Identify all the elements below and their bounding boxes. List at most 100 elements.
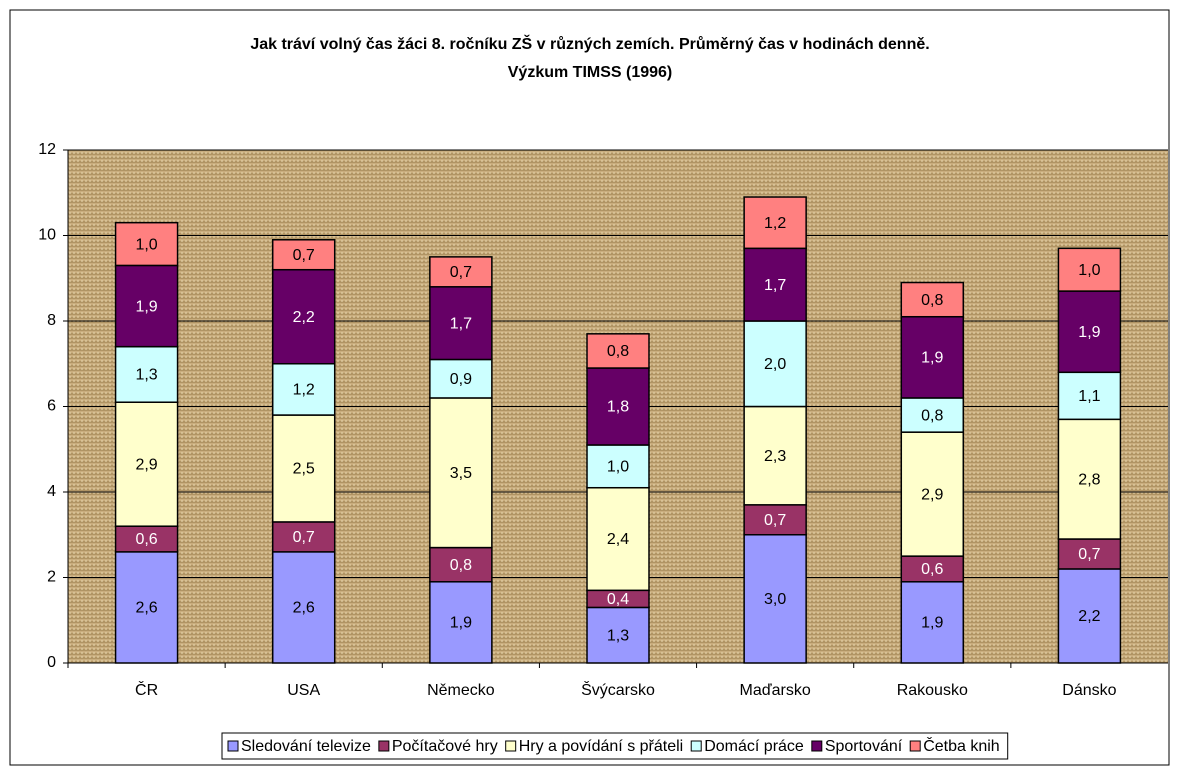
data-label: 0,4: [607, 591, 629, 608]
data-label: 2,6: [293, 600, 315, 617]
bar-segment: [114, 551, 179, 664]
data-label: 1,9: [921, 350, 943, 367]
x-tick-label: Maďarsko: [740, 682, 811, 699]
data-label: 1,7: [450, 315, 472, 332]
legend-swatch: [378, 740, 390, 752]
bar-segment: [900, 397, 965, 433]
bar-segment: [586, 333, 650, 369]
bar-segment: [271, 551, 336, 664]
data-label: 2,2: [1078, 608, 1100, 625]
legend-box: [221, 732, 1009, 760]
x-tick-label: USA: [287, 682, 320, 699]
data-label: 1,9: [450, 615, 472, 632]
legend-label: Sledování televize: [241, 738, 371, 755]
data-label: 2,9: [135, 456, 157, 473]
data-label: 0,8: [921, 292, 943, 309]
data-label: 2,8: [1078, 471, 1100, 488]
bar-segment: [429, 256, 493, 288]
legend-swatch: [227, 740, 239, 752]
bar-segment: [900, 431, 965, 557]
bar-segment: [271, 363, 336, 416]
bar-segment: [1057, 371, 1122, 421]
bar-segment: [586, 486, 650, 592]
data-label: 0,7: [293, 529, 315, 546]
data-label: 1,2: [293, 382, 315, 399]
bar-segment: [271, 414, 336, 523]
bar-segment: [743, 196, 807, 250]
bar-segment: [1057, 418, 1122, 540]
bar-segment: [900, 281, 965, 318]
data-label: 1,7: [764, 277, 786, 294]
y-tick-label: 6: [47, 398, 56, 415]
bar-segment: [900, 315, 965, 399]
legend-swatch: [811, 740, 823, 752]
legend-swatch: [909, 740, 921, 752]
data-label: 0,9: [450, 371, 472, 388]
bar-segment: [114, 525, 179, 553]
bar-segment: [429, 397, 493, 549]
data-label: 0,8: [450, 557, 472, 574]
bar-segment: [271, 239, 336, 271]
data-label: 1,9: [135, 298, 157, 315]
data-label: 2,9: [921, 486, 943, 503]
x-tick-label: Švýcarsko: [581, 680, 655, 699]
y-tick-label: 8: [47, 312, 56, 329]
data-label: 1,0: [607, 459, 629, 476]
data-label: 2,6: [135, 600, 157, 617]
data-label: 1,3: [135, 367, 157, 384]
bar-segment: [429, 581, 493, 664]
chart-subtitle: Výzkum TIMSS (1996): [508, 64, 673, 81]
x-tick-label: Německo: [427, 682, 495, 699]
bar-segment: [429, 286, 493, 361]
data-label: 0,7: [293, 247, 315, 264]
y-tick-label: 10: [38, 227, 56, 244]
bar-segment: [114, 221, 179, 267]
bar-segment: [586, 367, 650, 446]
legend-label: Sportování: [825, 738, 903, 755]
data-label: 1,3: [607, 627, 629, 644]
data-label: 0,8: [921, 407, 943, 424]
x-tick-label: ČR: [135, 680, 158, 699]
y-tick-label: 0: [47, 654, 56, 671]
x-tick-label: Dánsko: [1062, 682, 1116, 699]
data-label: 0,6: [135, 531, 157, 548]
y-tick-label: 12: [38, 141, 56, 158]
data-label: 2,3: [764, 448, 786, 465]
bar-segment: [743, 247, 807, 322]
legend-label: Domácí práce: [704, 738, 804, 755]
data-label: 1,9: [921, 615, 943, 632]
data-label: 1,9: [1078, 324, 1100, 341]
data-label: 1,0: [1078, 262, 1100, 279]
y-tick-label: 2: [47, 569, 56, 586]
data-label: 1,2: [764, 215, 786, 232]
data-label: 1,1: [1078, 388, 1100, 405]
data-label: 0,7: [450, 264, 472, 281]
data-label: 0,7: [764, 512, 786, 529]
bar-segment: [1057, 538, 1122, 570]
data-label: 2,5: [293, 461, 315, 478]
data-label: 0,6: [921, 561, 943, 578]
legend-swatch: [505, 740, 517, 752]
bar-segment: [743, 504, 807, 536]
data-label: 3,0: [764, 591, 786, 608]
chart-title: Jak tráví volný čas žáci 8. ročníku ZŠ v…: [250, 34, 929, 53]
bar-segment: [1057, 247, 1122, 292]
legend-swatch: [690, 740, 702, 752]
bar-segment: [114, 345, 179, 403]
bar-segment: [114, 401, 179, 527]
bar-segment: [743, 320, 807, 408]
legend-label: Počítačové hry: [392, 738, 498, 755]
legend-label: Hry a povídání s přáteli: [519, 738, 684, 755]
data-label: 2,0: [764, 356, 786, 373]
data-label: 1,8: [607, 399, 629, 416]
bar-segment: [429, 358, 493, 399]
data-label: 0,7: [1078, 546, 1100, 563]
x-tick-label: Rakousko: [897, 682, 968, 699]
data-label: 3,5: [450, 465, 472, 482]
data-label: 2,4: [607, 531, 629, 548]
data-label: 0,8: [607, 343, 629, 360]
bar-segment: [271, 268, 336, 365]
bar-segment: [586, 444, 650, 489]
y-tick-label: 4: [47, 483, 56, 500]
